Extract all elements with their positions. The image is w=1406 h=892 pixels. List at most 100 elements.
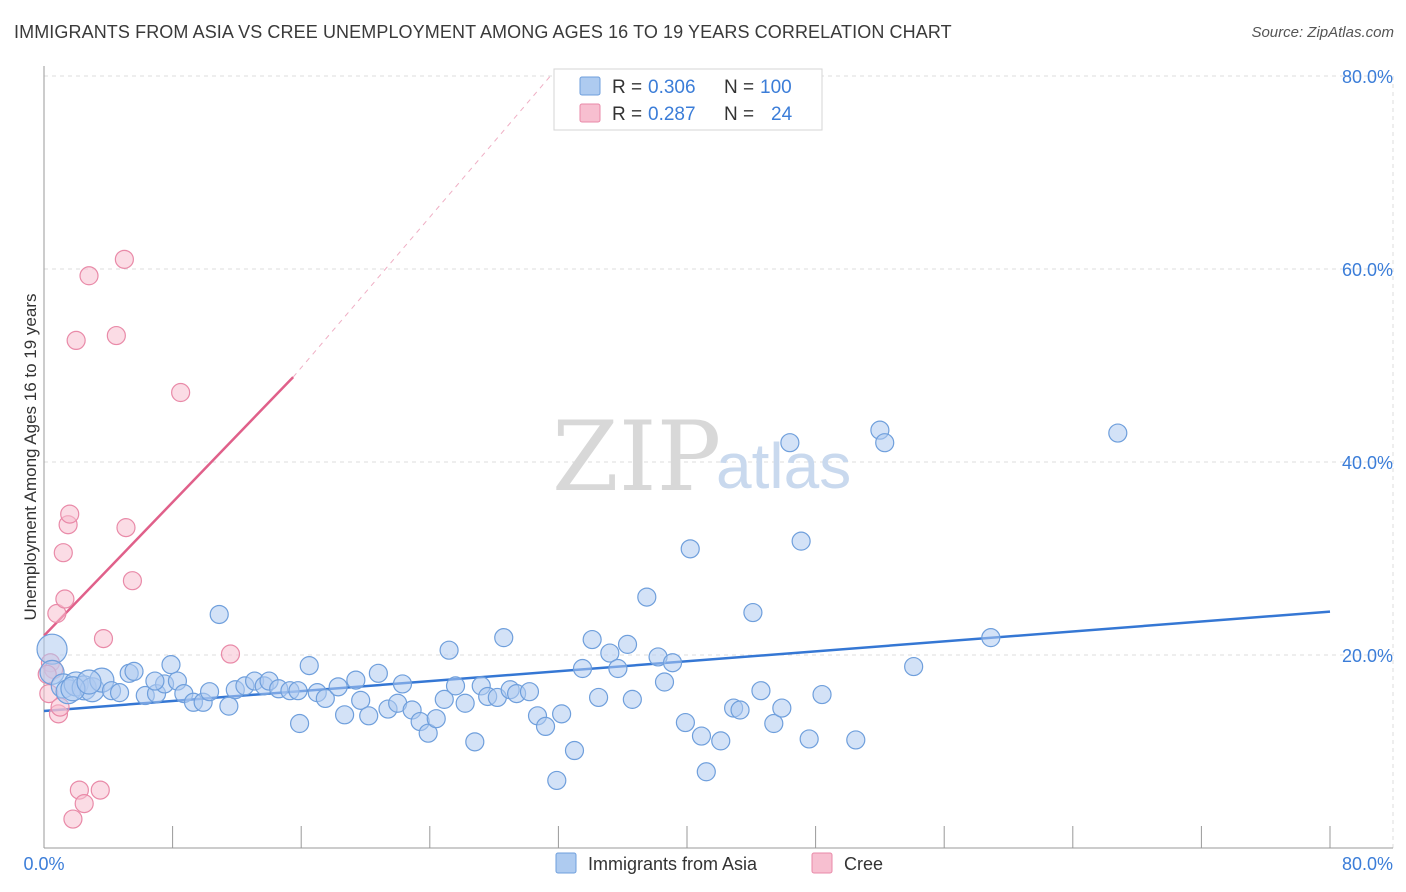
- point-cree: [90, 780, 110, 800]
- source-label: Source: ZipAtlas.com: [1251, 24, 1394, 41]
- point-asia: [680, 539, 700, 559]
- trend-line-asia: [43, 610, 1331, 713]
- point-asia: [791, 531, 811, 551]
- trend-lines: [43, 75, 1331, 713]
- point-cree: [93, 628, 114, 649]
- legend-n-label: N =: [724, 104, 754, 125]
- point-asia: [418, 723, 438, 743]
- point-cree: [79, 266, 99, 286]
- point-asia: [161, 655, 181, 675]
- point-cree: [66, 330, 86, 351]
- point-asia: [675, 712, 695, 733]
- point-asia: [445, 676, 466, 696]
- point-asia: [434, 689, 454, 709]
- point-asia: [315, 688, 335, 709]
- y-axis-label: Unemployment Among Ages 16 to 19 years: [21, 294, 40, 621]
- point-asia: [519, 682, 540, 702]
- point-asia: [455, 693, 475, 713]
- legend-box: R = 0.306 N = 100 R = 0.287 N = 24: [553, 68, 823, 131]
- point-asia: [730, 700, 750, 720]
- point-asia: [981, 628, 1001, 648]
- y-tick-label: 40.0%: [1342, 453, 1393, 473]
- legend-swatch-cree: [579, 103, 601, 123]
- bottom-legend: Immigrants from Asia Cree: [555, 852, 883, 874]
- point-asia: [1108, 423, 1128, 443]
- chart-title: IMMIGRANTS FROM ASIA VS CREE UNEMPLOYMEN…: [14, 22, 952, 42]
- point-asia: [654, 672, 675, 692]
- legend-r-value: 0.306: [648, 77, 696, 98]
- point-asia: [346, 670, 366, 690]
- point-asia: [622, 689, 642, 709]
- trend-line-cree: [43, 376, 295, 637]
- point-asia: [219, 696, 239, 716]
- point-asia: [572, 658, 593, 679]
- point-asia: [368, 663, 388, 683]
- point-cree: [122, 571, 143, 591]
- point-cree: [63, 809, 83, 829]
- legend-swatch-asia: [579, 76, 601, 96]
- point-asia: [600, 643, 620, 663]
- point-asia: [426, 709, 446, 729]
- bottom-legend-cree: Cree: [844, 854, 883, 874]
- point-cree: [55, 589, 75, 609]
- legend-r-label: R =: [612, 104, 642, 125]
- point-asia: [691, 726, 712, 746]
- point-asia: [764, 713, 784, 734]
- point-asia: [76, 669, 102, 695]
- point-asia: [299, 656, 319, 676]
- point-asia: [145, 671, 165, 691]
- y-tick-label: 80.0%: [1342, 67, 1393, 87]
- point-cree: [106, 325, 126, 346]
- point-asia: [289, 713, 310, 734]
- point-asia: [439, 640, 459, 660]
- point-asia: [846, 730, 866, 750]
- bottom-legend-swatch-asia: [555, 852, 577, 874]
- point-asia: [199, 682, 220, 702]
- point-asia: [564, 740, 585, 761]
- point-asia: [328, 677, 348, 697]
- legend-r-value: 0.287: [648, 104, 696, 125]
- x-tick-labels: 0.0% 80.0%: [23, 854, 1393, 874]
- point-asia: [124, 661, 144, 682]
- point-asia: [552, 704, 572, 724]
- point-asia: [351, 690, 371, 710]
- point-asia: [335, 705, 355, 725]
- point-asia: [743, 602, 763, 623]
- x-tick-label: 0.0%: [23, 854, 64, 874]
- point-cree: [60, 504, 80, 524]
- point-asia: [494, 628, 514, 648]
- point-asia: [772, 698, 792, 718]
- point-asia: [288, 681, 308, 701]
- point-asia: [582, 629, 602, 650]
- point-asia: [780, 433, 800, 453]
- point-asia: [617, 634, 638, 654]
- point-cree: [220, 644, 241, 664]
- point-asia: [608, 658, 628, 679]
- point-asia: [799, 729, 819, 749]
- point-asia: [465, 732, 485, 752]
- point-asia: [36, 633, 68, 665]
- legend-r-label: R =: [612, 77, 642, 98]
- point-asia: [535, 716, 556, 737]
- point-cree: [53, 543, 73, 563]
- point-cree: [116, 518, 136, 538]
- bottom-legend-swatch-cree: [811, 852, 833, 874]
- point-asia: [812, 684, 832, 705]
- data-points: [36, 249, 1128, 829]
- point-asia: [588, 687, 609, 708]
- trend-line-cree-extension: [292, 75, 551, 378]
- point-cree: [74, 794, 94, 814]
- legend-n-value: 24: [771, 104, 793, 125]
- y-tick-labels: 20.0% 40.0% 60.0% 80.0%: [1342, 67, 1393, 666]
- point-asia: [637, 587, 657, 607]
- watermark: ZIP atlas: [552, 401, 851, 513]
- y-tick-label: 60.0%: [1342, 260, 1393, 280]
- x-tick-label: 80.0%: [1342, 854, 1393, 874]
- point-asia: [359, 706, 379, 726]
- y-tick-label: 20.0%: [1342, 646, 1393, 666]
- point-asia: [392, 674, 413, 694]
- axes: [43, 66, 1393, 849]
- point-asia: [209, 604, 229, 625]
- point-asia: [751, 681, 771, 701]
